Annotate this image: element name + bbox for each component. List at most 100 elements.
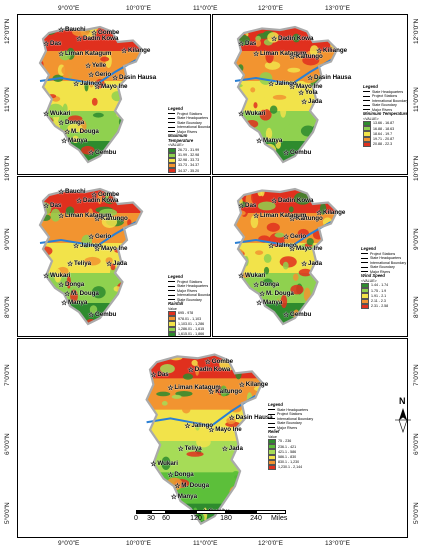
max-temp-class-patch [132, 99, 138, 105]
map-legend: Legend Project Stations State Headquarters… [168, 106, 210, 174]
left-tick-8n: 8°0'0"N [4, 296, 11, 318]
major-river [234, 59, 332, 86]
project-station-star-icon: ☆ [283, 150, 290, 157]
legend-symbol-row: State Headquarters [363, 90, 407, 95]
project-station-star-icon: ☆ [238, 40, 245, 48]
station-label: M. Douga [71, 290, 99, 297]
legend-symbol-row: Project Stations [361, 252, 406, 257]
legend-class-row: 586.1 - 830 [268, 454, 313, 460]
relief-class-patch [242, 354, 252, 357]
map-legend: Legend State Headquarters Project Stations… [268, 402, 313, 471]
legend-symbol-icon [363, 100, 370, 102]
station-label: Bauchi [65, 188, 86, 195]
relief-class-patch [132, 390, 142, 401]
legend-swatch [361, 283, 369, 289]
legend-swatch [168, 326, 176, 332]
max-temp-class-patch [61, 64, 80, 77]
top-tick-9e: 9°0'0"E [58, 5, 80, 12]
station-label: Kilange [245, 380, 269, 388]
state-boundary [38, 25, 144, 164]
project-station-star-icon: ☆ [94, 84, 101, 91]
rainfall-class-patch [103, 227, 120, 239]
project-station-star-icon: ☆ [167, 385, 174, 393]
rainfall-class-patch [40, 189, 44, 192]
right-tick-9n: 9°0'0"N [413, 228, 420, 250]
legend-class-label: 26.73 - 31.99 [178, 147, 200, 152]
station-label: Dasin Hausa [235, 414, 273, 422]
relief-class-patch [156, 391, 171, 397]
legend-swatch [168, 168, 176, 174]
station-label: Jalingo [275, 80, 297, 87]
legend-symbol-row: Project Stations [168, 280, 210, 285]
wind-speed-class-patch [251, 191, 256, 204]
legend-class-row: 421.1 - 586 [268, 449, 313, 455]
relief-class-patch [198, 514, 205, 522]
min-temp-class-patch [259, 72, 273, 85]
legend-symbol-icon [363, 91, 370, 93]
bottom-tick-13e: 13°0'0"E [325, 540, 350, 547]
rainfall-class-patch [28, 289, 39, 295]
legend-swatch [268, 459, 276, 465]
max-temp-class-patch [130, 80, 142, 90]
wind-speed-class-patch [258, 308, 268, 323]
station-label: Kilange [128, 47, 151, 54]
project-station-star-icon: ☆ [106, 261, 113, 268]
project-station-star-icon: ☆ [298, 90, 305, 97]
wind-speed-class-patch [258, 310, 265, 317]
relief-class-patch [131, 416, 143, 421]
wind-speed-class-patch [313, 308, 319, 321]
legend-class-row: 32.98 - 33.73 [168, 157, 210, 164]
relief-class-patch [150, 478, 157, 485]
max-temp-class-patch [81, 145, 95, 155]
rainfall-class-patch [40, 189, 41, 191]
legend-variable-title: Maximum Temperature [168, 133, 194, 143]
station-label: Kaltungo [296, 53, 323, 60]
legend-item-label: Project Stations [370, 251, 396, 256]
min-temp-class-patch [325, 111, 335, 123]
project-station-star-icon: ☆ [256, 300, 263, 307]
legend-class-row: 34.37 - 35.20 [168, 168, 210, 174]
project-station-star-icon: ☆ [221, 445, 229, 453]
map-legend: Legend Project Stations State Headquarters… [361, 246, 406, 309]
wind-speed-class-patch [329, 250, 337, 262]
legend-class-label: 16.88 - 18.63 [373, 126, 395, 131]
project-station-star-icon: ☆ [238, 202, 245, 210]
legend-symbol-row: Major Rivers [168, 130, 210, 135]
station-label: Wukari [50, 272, 71, 279]
station-label: M. Douga [266, 290, 294, 297]
min-temp-class-patch [267, 32, 280, 43]
legend-item-label: Project Stations [177, 111, 203, 116]
legend-class-label: 421.1 - 586 [278, 449, 297, 454]
rainfall-class-patch [135, 287, 142, 297]
station-label: Kiliange [323, 47, 348, 54]
rainfall-map-panel: ☆ Bauchi ☆ Das ☆ Gombe ☆ Dadin Kowa ☆ Kaltungo ☆ Li… [17, 176, 211, 337]
legend-class-label: 1.44 - 1.74 [371, 283, 389, 288]
legend-symbol-icon [363, 95, 370, 97]
project-station-star-icon: ☆ [88, 234, 95, 241]
min-temp-class-patch [253, 102, 258, 109]
project-station-star-icon: ☆ [94, 216, 101, 223]
project-station-star-icon: ☆ [208, 426, 215, 434]
legend-class-label: 1.91 - 2.1 [371, 293, 387, 298]
wind-speed-class-patch [235, 189, 237, 193]
station-label: Manya [263, 299, 283, 306]
relief-class-patch [195, 363, 200, 376]
max-temp-class-patch [67, 123, 83, 133]
rainfall-class-patch [97, 191, 103, 205]
station-label: Manya [263, 137, 283, 144]
station-label: Das [157, 371, 169, 379]
project-station-star-icon: ☆ [94, 246, 101, 253]
legend-value-label: <VALUE> [168, 143, 184, 147]
major-river [234, 221, 332, 248]
legend-symbol-row: Major Rivers [268, 426, 313, 431]
relief-class-patch [125, 478, 142, 486]
legend-class-row: 236.1 - 421 [268, 444, 313, 450]
legend-swatch [363, 131, 371, 137]
legend-symbol-icon [361, 253, 368, 255]
legend-swatch [168, 147, 176, 153]
legend-class-label: 695 - 978 [178, 311, 194, 316]
max-temp-class-patch [23, 68, 35, 76]
station-label: Das [50, 201, 62, 209]
station-label: Gombe [211, 358, 234, 366]
max-temp-class-patch [131, 120, 137, 128]
